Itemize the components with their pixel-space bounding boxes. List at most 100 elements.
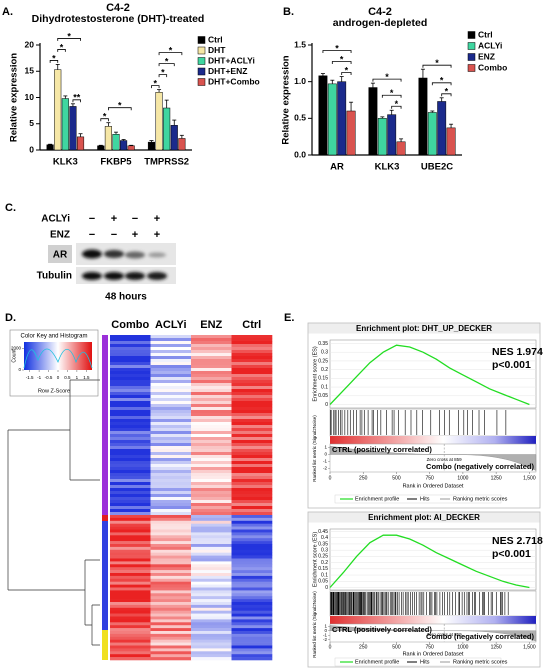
heatmap-cell <box>231 425 273 429</box>
annotation: NES 2.718 <box>492 535 543 547</box>
heatmap-cell <box>231 532 273 536</box>
heatmap-cell <box>191 610 232 614</box>
significance-bracket <box>57 49 66 52</box>
y-tick-label: 0.3 <box>321 547 328 553</box>
x-tick-label: KLK3 <box>53 157 78 168</box>
heatmap-cell <box>150 392 192 396</box>
heatmap-cell <box>191 590 232 594</box>
heatmap-cell <box>191 631 232 635</box>
heatmap-cell <box>150 440 192 444</box>
heatmap-cell <box>231 619 273 623</box>
bar <box>147 141 156 151</box>
y-axis-label: Relative expression <box>281 55 292 144</box>
heatmap-cell <box>231 535 273 539</box>
heatmap-cell <box>231 538 273 542</box>
legend-label: DHT <box>208 45 226 55</box>
row-side-color <box>102 335 108 515</box>
heatmap-cell <box>191 619 232 623</box>
heatmap-cell <box>191 604 232 609</box>
heatmap-cell <box>231 350 273 354</box>
heatmap-cell <box>191 529 232 533</box>
y-tick-label: 0.35 <box>318 341 328 347</box>
heatmap-cell <box>191 570 232 574</box>
y-tick-label: 0 <box>325 402 328 408</box>
heatmap-cell <box>110 633 151 638</box>
y-axis-label: Enrichment score (ES) <box>312 532 318 587</box>
heatmap-cell <box>231 520 273 524</box>
heatmap-cell <box>150 416 192 420</box>
heatmap-cell <box>191 383 232 387</box>
heatmap-cell <box>110 532 151 536</box>
heatmap-cell <box>231 377 273 381</box>
heatmap-cell <box>191 398 232 402</box>
heatmap-cell <box>231 389 273 393</box>
heatmap-cell <box>110 416 151 420</box>
heatmap-cell <box>231 587 273 591</box>
y-tick-label: 0.1 <box>321 384 328 390</box>
y-tick-label: 0.15 <box>318 566 328 572</box>
heatmap-cell <box>150 395 192 399</box>
heatmap-cell <box>191 386 232 390</box>
heatmap-cell <box>110 404 151 408</box>
rank-colorbar <box>330 436 536 444</box>
heatmap-cell <box>150 410 192 414</box>
heatmap-cell <box>110 651 151 655</box>
metric-axis-label: Ranked list metric (Signal2Noise) <box>312 415 317 482</box>
legend-label: ACLYi <box>478 40 502 50</box>
significance-bracket <box>322 50 352 54</box>
heatmap-cell <box>110 581 151 585</box>
heatmap-cell <box>150 538 192 542</box>
significance-bracket <box>57 38 81 41</box>
heatmap-cell <box>150 587 192 591</box>
legend-swatch <box>467 31 476 39</box>
heatmap-cell <box>150 657 192 661</box>
heatmap-cell <box>191 461 232 465</box>
heatmap-cell <box>231 374 273 378</box>
heatmap-cell <box>191 371 232 375</box>
heatmap-cell <box>150 380 192 384</box>
positive-label: CTRL (positively correlated) <box>332 445 432 454</box>
heatmap-cell <box>231 602 273 606</box>
heatmap-cell <box>110 529 151 533</box>
significance-bracket <box>431 82 452 86</box>
heatmap-cell <box>191 645 232 649</box>
heatmap-cell <box>150 512 192 516</box>
significance-bracket <box>158 74 168 78</box>
heatmap-cell <box>150 431 192 435</box>
heatmap-cell <box>150 535 192 539</box>
heatmap-cell <box>110 552 151 556</box>
heatmap-cell <box>110 500 151 504</box>
heatmap-cell <box>191 651 232 655</box>
heatmap-cell <box>150 344 192 348</box>
heatmap-cell <box>191 506 232 510</box>
heatmap-cell <box>231 362 273 366</box>
heatmap-cell <box>110 386 151 390</box>
heatmap-cell <box>191 434 232 438</box>
heatmap-cell <box>231 633 273 638</box>
heatmap-cell <box>110 365 151 369</box>
key-x-tick-label: -0.5 <box>45 375 53 380</box>
heatmap-cell <box>191 413 232 417</box>
heatmap-cell <box>231 416 273 420</box>
heatmap-cell <box>110 567 151 571</box>
heatmap-cell <box>150 517 192 522</box>
significance-bracket <box>422 64 452 68</box>
heatmap-cell <box>150 541 192 545</box>
heatmap-cell <box>231 446 273 450</box>
heatmap-cell <box>231 380 273 384</box>
heatmap-cell <box>231 573 273 577</box>
heatmap-cell <box>150 596 192 600</box>
heatmap-cell <box>191 523 232 527</box>
y-tick-label: 0.15 <box>318 376 328 382</box>
heatmap-cell <box>191 633 232 638</box>
heatmap-cell <box>191 464 232 468</box>
heatmap-cell <box>231 503 273 507</box>
heatmap-cell <box>110 593 151 597</box>
heatmap-cell <box>110 535 151 539</box>
heatmap-cell <box>191 341 232 345</box>
band <box>82 249 102 259</box>
heatmap-cell <box>231 455 273 459</box>
heatmap-cell <box>110 347 151 351</box>
significance-label: * <box>67 31 71 41</box>
heatmap-cell <box>150 443 192 447</box>
